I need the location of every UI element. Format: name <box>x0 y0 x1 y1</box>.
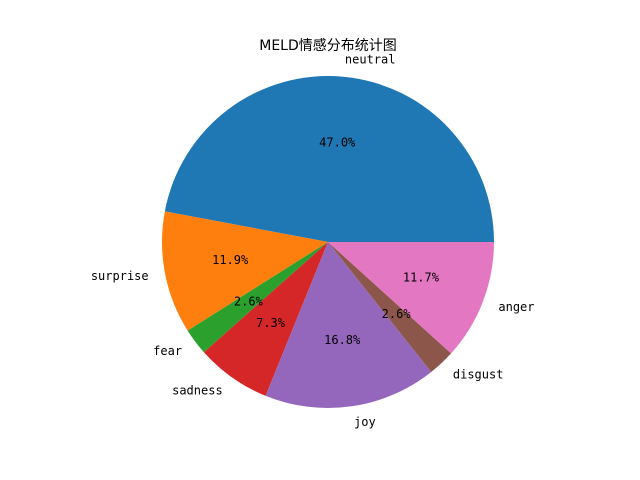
slice-label-joy: joy <box>354 415 376 429</box>
slice-percent-joy: 16.8% <box>324 333 361 347</box>
slice-label-anger: anger <box>498 300 534 314</box>
slice-percent-sadness: 7.3% <box>256 316 286 330</box>
slice-label-surprise: surprise <box>91 269 149 283</box>
slice-percent-surprise: 11.9% <box>212 253 249 267</box>
slice-percent-fear: 2.6% <box>234 294 264 308</box>
slice-label-disgust: disgust <box>453 368 504 382</box>
slice-percent-disgust: 2.6% <box>382 307 412 321</box>
slice-label-neutral: neutral <box>345 53 396 67</box>
slice-percent-anger: 11.7% <box>403 270 440 284</box>
pie-slice-neutral <box>165 76 494 242</box>
slice-label-sadness: sadness <box>172 384 223 398</box>
pie-slices <box>162 76 494 408</box>
chart-title: MELD情感分布统计图 <box>259 37 397 54</box>
slice-percent-neutral: 47.0% <box>319 135 356 149</box>
slice-label-fear: fear <box>153 344 182 358</box>
